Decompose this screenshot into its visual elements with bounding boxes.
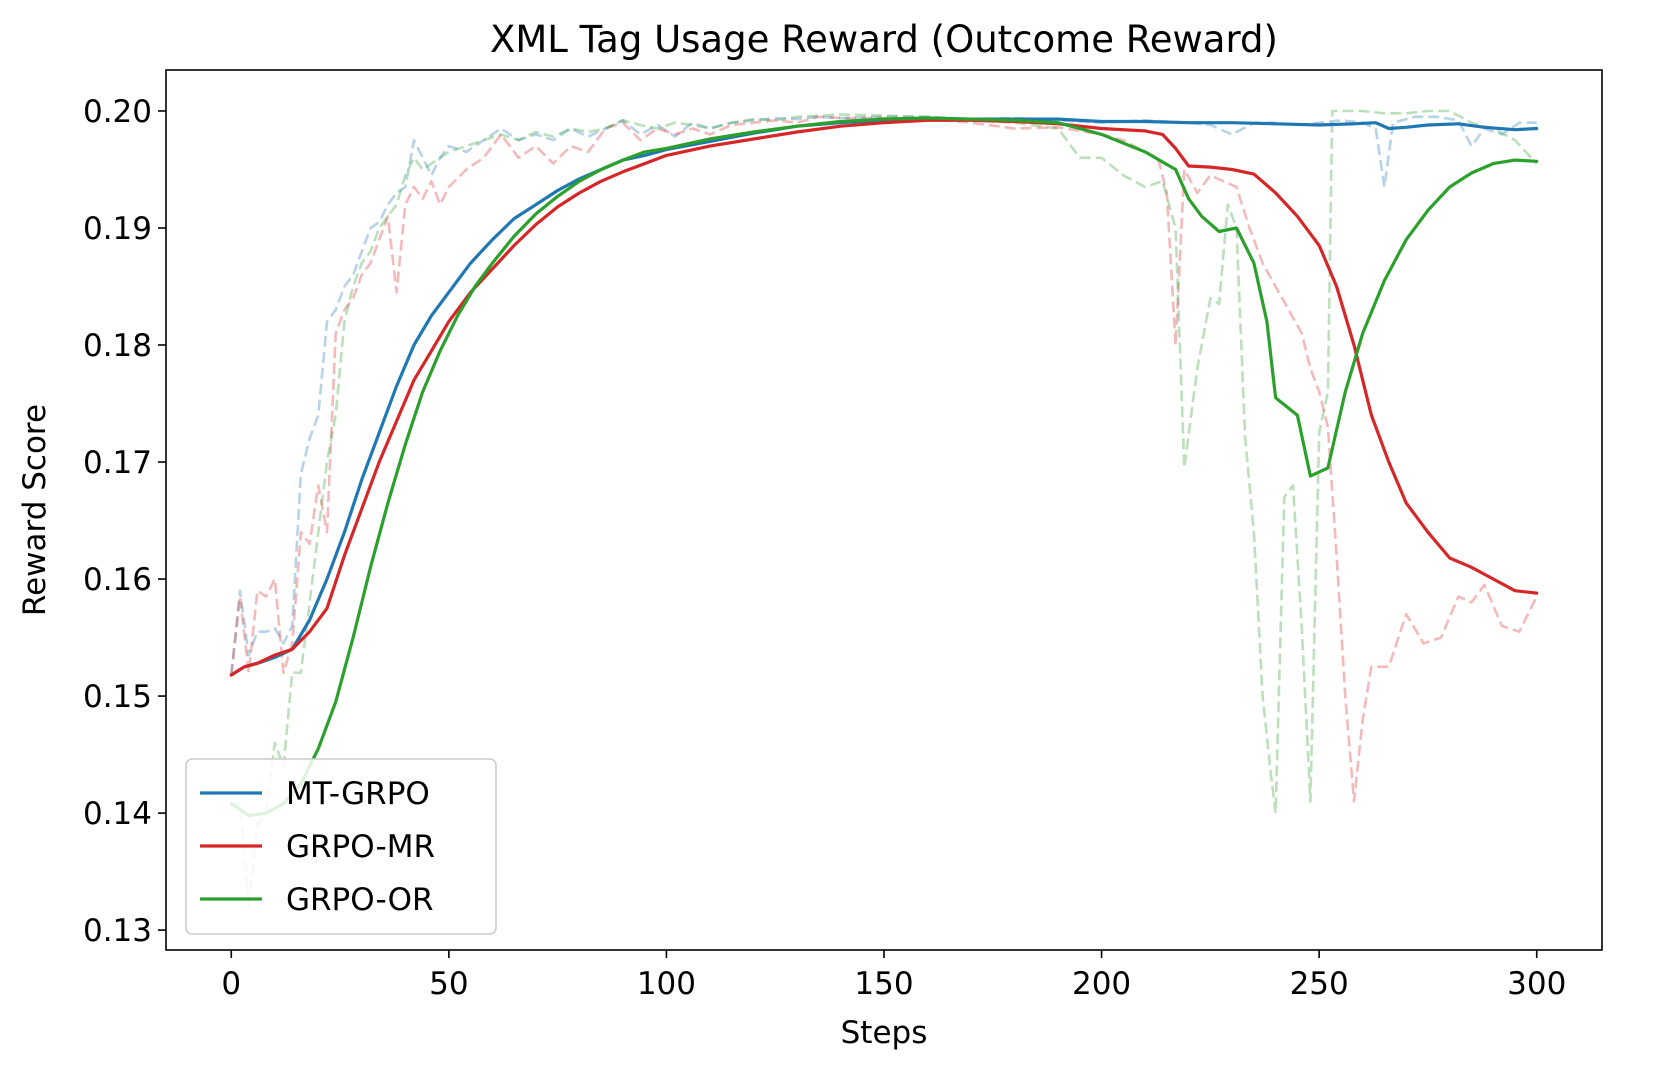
y-tick-label: 0.14 <box>83 796 152 832</box>
x-tick-label: 0 <box>221 966 241 1002</box>
legend-label-grpo-or: GRPO-OR <box>286 882 434 918</box>
x-tick-label: 300 <box>1507 966 1566 1002</box>
x-axis-title: Steps <box>841 1015 928 1051</box>
smoothed-series-layer <box>229 116 1539 817</box>
legend-box <box>185 758 497 935</box>
smoothed-line-mt-grpo <box>229 117 1539 677</box>
chart-title: XML Tag Usage Reward (Outcome Reward) <box>490 18 1278 61</box>
y-tick-label: 0.18 <box>83 328 152 364</box>
y-tick-label: 0.15 <box>83 679 152 715</box>
y-tick-label: 0.19 <box>83 211 152 247</box>
y-tick-label: 0.16 <box>83 562 152 598</box>
legend-label-grpo-mr: GRPO-MR <box>286 829 435 865</box>
y-axis-ticks: 0.13 0.14 0.15 0.16 0.17 0.18 0.19 0.20 <box>83 94 166 949</box>
y-tick-label: 0.20 <box>83 94 152 130</box>
x-tick-label: 200 <box>1072 966 1131 1002</box>
raw-line-grpo-or <box>231 109 1538 908</box>
raw-series-layer <box>230 109 1538 908</box>
y-tick-label: 0.13 <box>83 913 152 949</box>
y-tick-label: 0.17 <box>83 445 152 481</box>
y-axis-title: Reward Score <box>17 404 53 616</box>
legend: MT-GRPO GRPO-MR GRPO-OR <box>185 758 497 935</box>
x-tick-label: 100 <box>637 966 696 1002</box>
x-tick-label: 50 <box>429 966 468 1002</box>
smoothed-line-grpo-mr <box>229 118 1539 677</box>
smoothed-line-grpo-or <box>229 116 1539 817</box>
x-axis-ticks: 0 50 100 150 200 250 300 <box>221 950 1566 1002</box>
x-tick-label: 250 <box>1290 966 1349 1002</box>
x-tick-label: 150 <box>854 966 913 1002</box>
raw-line-grpo-mr <box>230 115 1538 803</box>
raw-line-mt-grpo <box>230 115 1537 676</box>
legend-label-mt-grpo: MT-GRPO <box>286 776 430 812</box>
